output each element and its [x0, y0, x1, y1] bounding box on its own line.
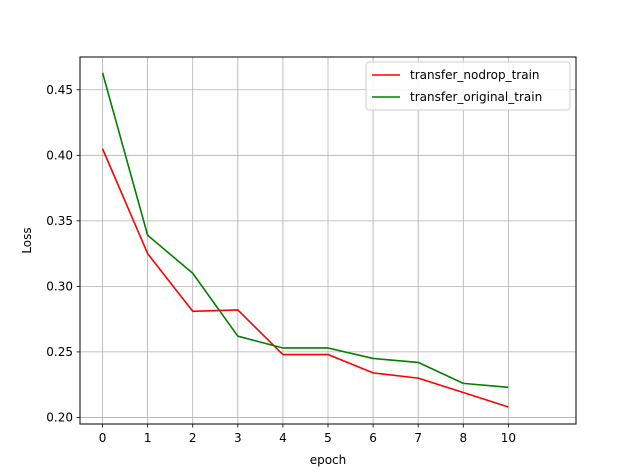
x-tick-label: 2 [189, 431, 197, 445]
y-tick-label: 0.35 [46, 214, 73, 228]
x-tick-label: 10 [501, 431, 516, 445]
series-line [101, 148, 509, 408]
y-tick-label: 0.40 [46, 148, 73, 162]
y-tick-label: 0.20 [46, 410, 73, 424]
x-tick-label: 3 [234, 431, 242, 445]
series-lines [101, 72, 509, 408]
x-tick-label: 7 [414, 431, 422, 445]
legend-label: transfer_nodrop_train [410, 68, 540, 82]
legend-label: transfer_original_train [410, 90, 542, 104]
x-axis-label: epoch [310, 453, 347, 467]
x-axis: 0 1 2 3 4 5 6 7 8 10 [99, 424, 516, 445]
grid-lines [80, 57, 576, 424]
y-axis: 0.20 0.25 0.30 0.35 0.40 0.45 [46, 83, 80, 424]
y-axis-label: Loss [20, 227, 34, 253]
x-tick-label: 0 [99, 431, 107, 445]
x-tick-label: 5 [324, 431, 332, 445]
x-tick-label: 8 [459, 431, 467, 445]
legend: transfer_nodrop_train transfer_original_t… [365, 61, 571, 111]
y-tick-label: 0.25 [46, 345, 73, 359]
x-tick-label: 4 [279, 431, 287, 445]
legend-box [365, 61, 571, 111]
series-line [101, 72, 509, 389]
y-tick-label: 0.45 [46, 83, 73, 97]
y-tick-label: 0.30 [46, 279, 73, 293]
x-tick-label: 1 [144, 431, 152, 445]
x-tick-label: 6 [369, 431, 377, 445]
